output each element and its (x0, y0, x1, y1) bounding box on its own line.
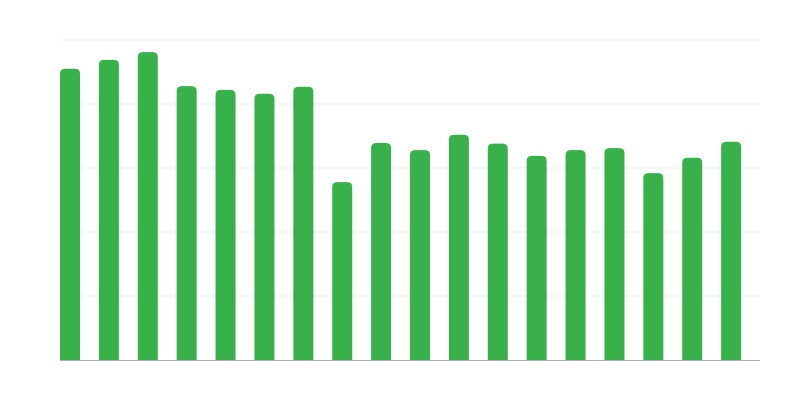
bar-2 (98, 59, 119, 361)
bar-13 (526, 155, 547, 360)
bar-1 (60, 68, 80, 361)
bar-11 (448, 134, 469, 360)
bar-6 (254, 93, 275, 360)
bar-9 (371, 143, 392, 360)
bar-17 (682, 157, 703, 360)
bar-15 (604, 148, 625, 360)
bar-3 (137, 52, 158, 360)
bar-10 (410, 150, 430, 360)
bar-5 (215, 89, 236, 361)
bar-14 (565, 150, 586, 360)
bar-4 (176, 86, 197, 360)
bar-12 (487, 143, 508, 360)
bar-7 (293, 86, 314, 360)
bars (60, 52, 742, 361)
bar-16 (643, 173, 664, 360)
bar-8 (332, 182, 353, 360)
bar-18 (721, 141, 742, 360)
